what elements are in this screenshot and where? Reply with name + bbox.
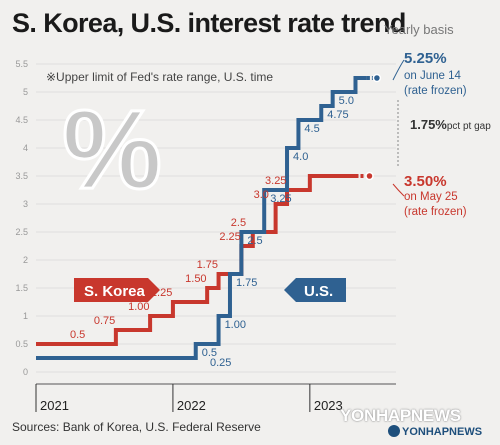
percent-icon: %	[61, 86, 164, 214]
us-badge-label: U.S.	[304, 283, 333, 300]
logo-text: YONHAPNEWS	[340, 406, 461, 425]
korea-badge: S. Korea	[74, 278, 160, 302]
chart-subtitle: Yearly basis	[384, 22, 454, 37]
y-tick-label: 2	[23, 255, 28, 265]
y-tick-label: 1.5	[15, 283, 28, 293]
korea-data-label: 3.0	[254, 189, 269, 201]
x-tick-label: 2022	[177, 398, 206, 413]
korea-data-label: 0.75	[94, 315, 115, 327]
gap-callout-unit: pct pt gap	[447, 121, 491, 132]
footnote: ※Upper limit of Fed's rate range, U.S. t…	[46, 70, 274, 84]
us-data-label: 4.0	[293, 151, 308, 163]
us-data-label: 0.25	[210, 357, 231, 369]
korea-data-label: 1.00	[128, 301, 149, 313]
us-callout-note: (rate frozen)	[404, 85, 467, 97]
us-callout-connector	[392, 59, 405, 81]
korea-data-label: 0.5	[70, 329, 85, 341]
y-tick-label: 4	[23, 143, 28, 153]
us-callout-value: 5.25%	[404, 50, 447, 67]
us-badge-shape	[284, 278, 346, 302]
y-tick-label: 5.5	[15, 59, 28, 69]
korea-data-label: 1.50	[185, 273, 206, 285]
us-data-label: 1.75	[236, 277, 257, 289]
svg-text:%: %	[62, 87, 162, 212]
x-tick-label: 2023	[314, 398, 343, 413]
x-tick-label: 2021	[40, 398, 69, 413]
series-badges: S. Korea U.S.	[74, 278, 346, 302]
y-tick-label: 1	[23, 311, 28, 321]
us-end-point	[372, 73, 382, 83]
us-series-line	[36, 76, 367, 360]
callouts: 5.25% on June 14 (rate frozen) 1.75%pct pt …	[392, 50, 491, 218]
y-axis-ticks: 0 0.5 1 1.5 2 2.5 3 3.5 4 4.5 5 5.5	[15, 59, 28, 377]
korea-data-label: 2.25	[219, 231, 240, 243]
data-labels: 0.50.751.001.251.501.752.252.53.03.250.2…	[70, 95, 354, 369]
logo-subtext: YONHAPNEWS	[402, 426, 483, 438]
us-badge: U.S.	[284, 278, 346, 302]
us-data-label: 1.00	[225, 319, 246, 331]
korea-data-label: 3.25	[265, 175, 286, 187]
korea-data-label: 2.5	[231, 217, 246, 229]
korea-callout-date: on May 25	[404, 191, 458, 203]
us-data-label: 3.25	[270, 193, 291, 205]
gap-callout-value: 1.75%pct pt gap	[410, 117, 491, 132]
chart-title: S. Korea, U.S. interest rate trend	[12, 8, 406, 38]
x-axis: 2021 2022 2023	[35, 383, 396, 413]
korea-callout-note: (rate frozen)	[404, 206, 467, 218]
korea-badge-label: S. Korea	[84, 283, 146, 300]
korea-end-point	[365, 171, 374, 181]
y-tick-label: 5	[23, 87, 28, 97]
korea-badge-shape	[74, 278, 160, 302]
korea-callout-value: 3.50%	[404, 173, 447, 190]
us-data-label: 0.5	[202, 347, 217, 359]
us-data-label: 4.75	[327, 109, 348, 121]
series-lines	[36, 73, 382, 360]
logo-mark-icon	[388, 425, 400, 437]
us-data-label: 2.5	[247, 235, 262, 247]
us-data-label: 5.0	[339, 95, 354, 107]
source-note: Sources: Bank of Korea, U.S. Federal Res…	[12, 420, 261, 434]
korea-data-label: 1.75	[197, 259, 218, 271]
y-tick-label: 0.5	[15, 339, 28, 349]
y-tick-label: 3.5	[15, 171, 28, 181]
us-data-label: 4.5	[304, 123, 319, 135]
y-tick-label: 0	[23, 367, 28, 377]
us-callout-date: on June 14	[404, 70, 462, 82]
yonhap-logo: YONHAPNEWS YONHAPNEWS	[330, 402, 495, 442]
y-tick-label: 2.5	[15, 227, 28, 237]
korea-callout-connector	[392, 183, 405, 197]
y-tick-label: 3	[23, 199, 28, 209]
y-tick-label: 4.5	[15, 115, 28, 125]
